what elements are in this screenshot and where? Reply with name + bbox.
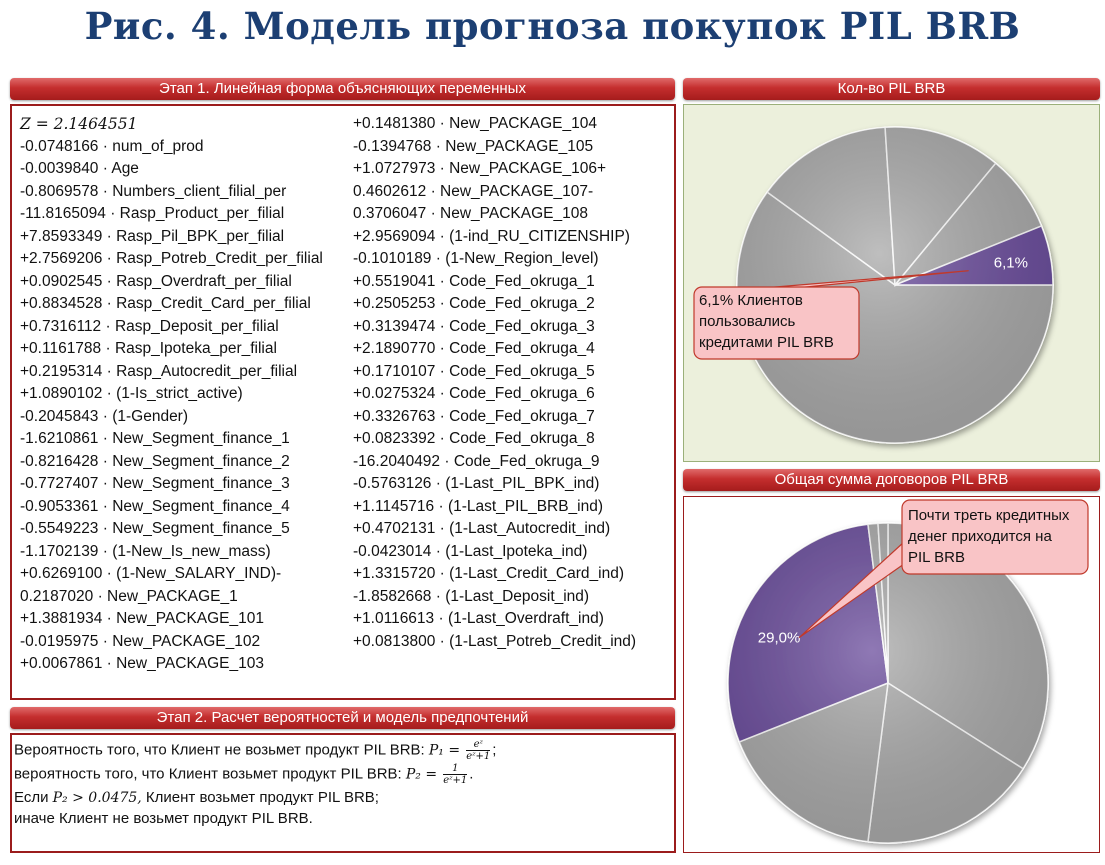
p2-numerator: 1 — [443, 763, 468, 775]
equation-term: +0.0067861 · New_PACKAGE_103 — [20, 655, 264, 672]
equation-term: -0.8069578 · Numbers_client_filial_per — [20, 182, 287, 200]
equation-term: +0.1710107 · Code_Fed_okruga_5 — [353, 362, 595, 380]
equation-term: -0.5763126 · (1-Last_PIL_BPK_ind) — [353, 475, 600, 492]
p2-line: вероятность того, что Клиент возьмет про… — [14, 763, 474, 786]
equation-term: +0.0275324 · Code_Fed_okruga_6 — [353, 385, 595, 402]
equation-column-1: 𝑍 = 2.1464551 -0.0748166 · num_of_prod -0.… — [20, 113, 323, 676]
chart2-callout-text: денег приходится на — [908, 528, 1052, 545]
equation-term: -0.2045843 · (1-Gender) — [20, 407, 189, 425]
chart1-callout-text: 6,1% Клиентов — [699, 292, 803, 309]
equation-term: -1.8582668 · (1-Last_Deposit_ind) — [353, 587, 590, 605]
p1-symbol: 𝑃₁ = — [428, 742, 461, 759]
equation-term: +7.8593349 · Rasp_Pil_BPK_per_filial — [20, 227, 285, 245]
equation-term: -0.9053361 · New_Segment_finance_4 — [20, 497, 290, 515]
equation-term: -1.6210861 · New_Segment_finance_1 — [20, 430, 290, 447]
equation-term: +0.3326763 · Code_Fed_okruga_7 — [353, 407, 595, 425]
equation-term: -0.7727407 · New_Segment_finance_3 — [20, 475, 290, 492]
rule-line: Если 𝑃₂ > 0.0475, Клиент возьмет продукт… — [14, 787, 496, 808]
equation-term: +0.5519041 · Code_Fed_okruga_1 — [353, 272, 595, 290]
p2-denominator: eᶻ+1 — [443, 775, 468, 786]
pie-1 — [736, 126, 1054, 444]
equation-term: +0.0902545 · Rasp_Overdraft_per_filial — [20, 272, 292, 290]
equation-term: +2.1890770 · Code_Fed_okruga_4 — [353, 340, 595, 357]
equation-term: -0.8216428 · New_Segment_finance_2 — [20, 452, 290, 470]
stage1-header: Этап 1. Линейная форма объясняющих перем… — [10, 78, 675, 100]
p1-line: Вероятность того, что Клиент не возьмет … — [14, 739, 497, 762]
rule-result: Клиент возьмет продукт PIL BRB; — [145, 789, 379, 806]
rule-if: Если — [14, 789, 49, 806]
stage1-panel — [10, 104, 676, 700]
equation-term: +0.2195314 · Rasp_Autocredit_per_filial — [20, 362, 298, 380]
equation-term: -0.5549223 · New_Segment_finance_5 — [20, 520, 290, 537]
p2-text: вероятность того, что Клиент возьмет про… — [14, 765, 402, 783]
equation-term: +0.8834528 · Rasp_Credit_Card_per_filial — [20, 295, 311, 312]
equation-term: +1.0116613 · (1-Last_Overdraft_ind) — [353, 610, 604, 627]
equation-term: -0.0423014 · (1-Last_Ipoteka_ind) — [353, 542, 588, 560]
equation-term: -0.1394768 · New_PACKAGE_105 — [353, 137, 594, 155]
equation-term: +0.4702131 · (1-Last_Autocredit_ind) — [353, 520, 611, 537]
chart1-callout-text: пользовались — [699, 313, 796, 330]
stage2-text: Вероятность того, что Клиент не возьмет … — [14, 739, 496, 829]
equation-term: -0.1010189 · (1-New_Region_level) — [353, 250, 599, 267]
equation-term: 0.2187020 · New_PACKAGE_1 — [20, 587, 238, 605]
chart1-header: Кол-во PIL BRB — [683, 78, 1100, 100]
equation-term: -0.0748166 · num_of_prod — [20, 137, 204, 155]
equation-term: +0.2505253 · Code_Fed_okruga_2 — [353, 295, 595, 312]
equation-term: 0.4602612 · New_PACKAGE_107- — [353, 182, 594, 200]
equation-term: +0.7316112 · Rasp_Deposit_per_filial — [20, 317, 279, 335]
p1-denominator: eᶻ+1 — [466, 751, 491, 762]
equation-term: +0.6269100 · (1-New_SALARY_IND)- — [20, 565, 282, 582]
chart2-header: Общая сумма договоров PIL BRB — [683, 469, 1100, 491]
equation-term: +1.3315720 · (1-Last_Credit_Card_ind) — [353, 565, 624, 582]
stage2-panel — [10, 733, 676, 853]
p1-fraction: eᶻ eᶻ+1 — [466, 739, 491, 762]
equation-term: -1.1702139 · (1-New_Is_new_mass) — [20, 542, 271, 560]
chart2-callout-box — [901, 499, 1089, 575]
equation-term: +1.0890102 · (1-Is_strict_active) — [20, 385, 243, 402]
chart2-slice-label: 29,0% — [758, 630, 801, 647]
equation-term: +1.3881934 · New_PACKAGE_101 — [20, 610, 264, 627]
equation-term: -0.0039840 · Age — [20, 160, 139, 177]
equation-term: 0.3706047 · New_PACKAGE_108 — [353, 205, 588, 222]
chart1-callout-text: кредитами PIL BRB — [699, 334, 834, 351]
p1-numerator: eᶻ — [466, 739, 491, 751]
chart1-slice-label: 6,1% — [994, 255, 1028, 272]
equation-term: +2.9569094 · (1-ind_RU_CITIZENSHIP) — [353, 227, 630, 245]
rule-condition: 𝑃₂ > 0.0475, — [52, 790, 142, 806]
equation-term: +1.0727973 · New_PACKAGE_106+ — [353, 160, 607, 177]
equation-term: +0.0813800 · (1-Last_Potreb_Credit_ind) — [353, 632, 637, 650]
equation-term: -11.8165094 · Rasp_Product_per_filial — [20, 205, 285, 222]
p2-symbol: 𝑃₂ = — [405, 766, 438, 783]
chart1-callout-box — [693, 286, 860, 360]
equation-term: +2.7569206 · Rasp_Potreb_Credit_per_fili… — [20, 250, 323, 267]
p1-text: Вероятность того, что Клиент не возьмет … — [14, 741, 425, 759]
equation-term: +0.0823392 · Code_Fed_okruga_8 — [353, 430, 595, 447]
equation-term: +0.1481380 · New_PACKAGE_104 — [353, 115, 597, 132]
chart2-callout-text: Почти треть кредитных — [908, 507, 1070, 524]
equation-term: -16.2040492 · Code_Fed_okruga_9 — [353, 452, 600, 470]
equation-term: +0.3139474 · Code_Fed_okruga_3 — [353, 317, 595, 335]
page-title: Рис. 4. Модель прогноза покупок PIL BRB — [84, 4, 1021, 48]
equation-column-2: +0.1481380 · New_PACKAGE_104 -0.1394768 ·… — [353, 113, 636, 653]
equation-term: +0.1161788 · Rasp_Ipoteka_per_filial — [20, 340, 277, 357]
equation-term: 𝑍 = 2.1464551 — [20, 115, 138, 133]
p2-fraction: 1 eᶻ+1 — [443, 763, 468, 786]
stage2-header: Этап 2. Расчет вероятностей и модель пре… — [10, 707, 675, 729]
chart2-callout-text: PIL BRB — [908, 549, 965, 566]
equation-term: +1.1145716 · (1-Last_PIL_BRB_ind) — [353, 497, 604, 515]
rule-else: иначе Клиент не возьмет продукт PIL BRB. — [14, 810, 313, 827]
equation-term: -0.0195975 · New_PACKAGE_102 — [20, 632, 261, 650]
